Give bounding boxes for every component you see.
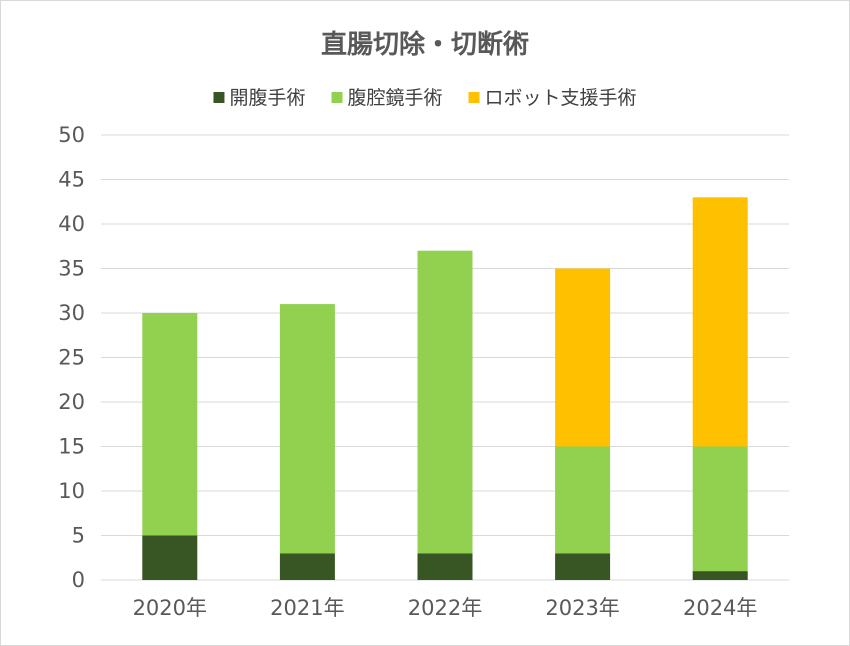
legend-item-3: ロボット支援手術 bbox=[468, 87, 637, 109]
x-tick-label: 2024年 bbox=[683, 596, 757, 620]
bar-segment-3-5 bbox=[692, 197, 748, 447]
y-tick-label: 15 bbox=[58, 435, 85, 459]
x-axis: 2020年 2021年 2022年 2023年 2024年 bbox=[133, 596, 758, 620]
legend-swatch bbox=[213, 92, 225, 103]
bar-segment-2-2 bbox=[279, 304, 335, 554]
y-tick-label: 35 bbox=[58, 257, 85, 281]
bar-segment-1-5 bbox=[692, 571, 748, 580]
legend: 開腹手術 腹腔鏡手術 ロボット支援手術 bbox=[213, 87, 637, 109]
legend-item-1: 開腹手術 bbox=[213, 87, 305, 109]
bar-segment-2-1 bbox=[142, 313, 198, 536]
bar-segment-1-4 bbox=[555, 553, 611, 580]
y-tick-label: 25 bbox=[58, 346, 85, 370]
bar-segment-1-3 bbox=[417, 553, 473, 580]
bar-segment-1-1 bbox=[142, 535, 198, 580]
x-tick-label: 2023年 bbox=[545, 596, 619, 620]
bars bbox=[142, 197, 748, 580]
bar-segment-2-3 bbox=[417, 250, 473, 554]
bar-segment-1-2 bbox=[279, 553, 335, 580]
bar-segment-3-4 bbox=[555, 268, 611, 447]
x-tick-label: 2022年 bbox=[408, 596, 482, 620]
legend-swatch bbox=[331, 92, 343, 103]
legend-label: 開腹手術 bbox=[229, 87, 305, 109]
y-tick-label: 10 bbox=[58, 479, 85, 503]
bar-segment-2-4 bbox=[555, 446, 611, 554]
legend-label: ロボット支援手術 bbox=[485, 87, 637, 109]
chart-title: 直腸切除・切断術 bbox=[321, 29, 529, 60]
x-tick-label: 2020年 bbox=[133, 596, 207, 620]
y-tick-label: 20 bbox=[58, 390, 85, 414]
legend-swatch bbox=[468, 92, 480, 103]
x-tick-label: 2021年 bbox=[270, 596, 344, 620]
y-axis: 0 5 10 15 20 25 30 35 40 45 50 bbox=[58, 123, 85, 592]
legend-label: 腹腔鏡手術 bbox=[347, 87, 442, 109]
y-tick-label: 5 bbox=[72, 524, 85, 548]
bar-segment-2-5 bbox=[692, 446, 748, 572]
y-tick-label: 30 bbox=[58, 301, 85, 325]
y-tick-label: 40 bbox=[58, 212, 85, 236]
y-tick-label: 45 bbox=[58, 168, 85, 192]
y-tick-label: 50 bbox=[58, 123, 85, 147]
legend-item-2: 腹腔鏡手術 bbox=[331, 87, 443, 109]
y-tick-label: 0 bbox=[72, 568, 85, 592]
